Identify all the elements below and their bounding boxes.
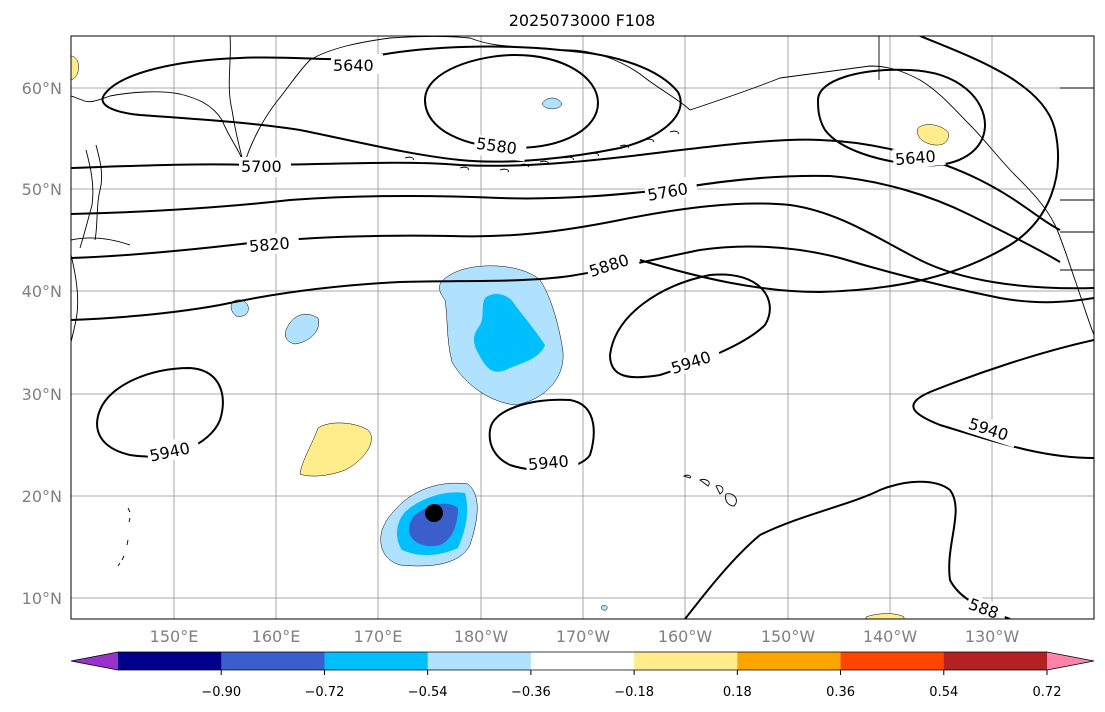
anomaly-patch-yellow-south: [865, 613, 905, 619]
lon-label: 160°E: [252, 627, 301, 646]
colorbar-cell: [118, 652, 222, 670]
colorbar-extend-high: [1047, 652, 1094, 670]
colorbar-ticks: [220, 670, 1048, 675]
lon-label: 150°W: [761, 627, 816, 646]
lon-label: 180°W: [454, 627, 509, 646]
lon-label: 170°W: [556, 627, 611, 646]
colorbar-label: 0.72: [1033, 685, 1062, 700]
lon-label: 170°E: [354, 627, 403, 646]
contour-5940-central: [488, 398, 595, 472]
lat-label: 30°N: [22, 385, 62, 404]
colorbar-cell: [324, 652, 429, 670]
contour-label: 5760: [646, 179, 689, 205]
contour-5580: [423, 53, 600, 150]
contour-label: 5940: [527, 452, 569, 474]
colorbar-label: −0.54: [408, 685, 448, 700]
contour-label: 5880: [587, 250, 632, 281]
colorbar-cell: [427, 652, 532, 670]
contour-5940-far-east: [912, 339, 1094, 459]
gridlines: [71, 36, 1094, 619]
lat-label: 40°N: [22, 282, 62, 301]
lon-label: 150°E: [150, 627, 199, 646]
contour-label: 5820: [248, 233, 290, 255]
map-frame: [70, 35, 1095, 620]
colorbar-cell: [943, 652, 1048, 670]
lon-label: 140°W: [863, 627, 918, 646]
lon-label: 130°W: [965, 627, 1020, 646]
anomaly-shading: [71, 55, 949, 619]
colorbar-cell: [530, 652, 635, 670]
contour-5640-east: [816, 68, 987, 167]
latitude-labels: 60°N 50°N 40°N 30°N 20°N 10°N: [22, 79, 62, 608]
contour-label: 5940: [148, 438, 192, 465]
anomaly-region-central-dark: [473, 294, 545, 372]
colorbar-extend-low: [71, 652, 118, 670]
longitude-labels: 150°E 160°E 170°E 180°W 170°W 160°W 150°…: [150, 627, 1020, 646]
anomaly-patch-yellow-west: [299, 422, 372, 477]
contour-5940-east: [608, 273, 771, 379]
colorbar-cell: [221, 652, 325, 670]
anomaly-patch-yellow-edge: [71, 55, 79, 81]
colorbar-label: −0.36: [511, 685, 551, 700]
anomaly-patch-west: [285, 314, 320, 345]
colorbar-cells: [118, 652, 1048, 670]
colorbar-label: −0.90: [201, 685, 241, 700]
contour-label: 5940: [669, 347, 714, 378]
colorbar-labels: −0.90 −0.72 −0.54 −0.36 −0.18 0.18 0.36 0.54 0.7…: [201, 685, 1062, 700]
contour-label: 5640: [894, 147, 936, 169]
colorbar-label: 0.18: [723, 685, 752, 700]
colorbar-cell: [634, 652, 738, 670]
colorbar-label: 0.54: [929, 685, 958, 700]
contour-5940-west: [96, 366, 224, 458]
colorbar-label: −0.18: [614, 685, 654, 700]
colorbar-label: −0.72: [305, 685, 345, 700]
contour-588x: [684, 480, 1011, 619]
colorbar-label: 0.36: [826, 685, 855, 700]
lat-label: 60°N: [22, 79, 62, 98]
anomaly-patch-yellow-alaska: [917, 124, 949, 146]
colorbar-cell: [737, 652, 842, 670]
anomaly-patch-north: [541, 97, 563, 110]
storm-center-marker: [425, 504, 443, 522]
contour-5640-west: [101, 45, 682, 163]
colorbar-frame: [70, 651, 1095, 671]
coastlines: [71, 36, 1094, 567]
contour-east-arc: [639, 36, 1059, 294]
lat-label: 50°N: [22, 180, 62, 199]
colorbar-cell: [840, 652, 945, 670]
anomaly-patch-tiny: [601, 605, 608, 611]
lat-label: 20°N: [22, 487, 62, 506]
lat-label: 10°N: [22, 589, 62, 608]
colorbar: −0.90 −0.72 −0.54 −0.36 −0.18 0.18 0.36 0.54 0.7…: [70, 651, 1095, 700]
contour-label: 5640: [333, 56, 374, 75]
anomaly-region-south-dark: [409, 503, 458, 547]
lon-label: 160°W: [658, 627, 713, 646]
map-area: 5640 5580 5700 5640 5760 5820 5880 5940 …: [71, 36, 1094, 619]
map-title: 2025073000 F108: [509, 11, 656, 30]
contour-label: 5700: [241, 157, 282, 176]
